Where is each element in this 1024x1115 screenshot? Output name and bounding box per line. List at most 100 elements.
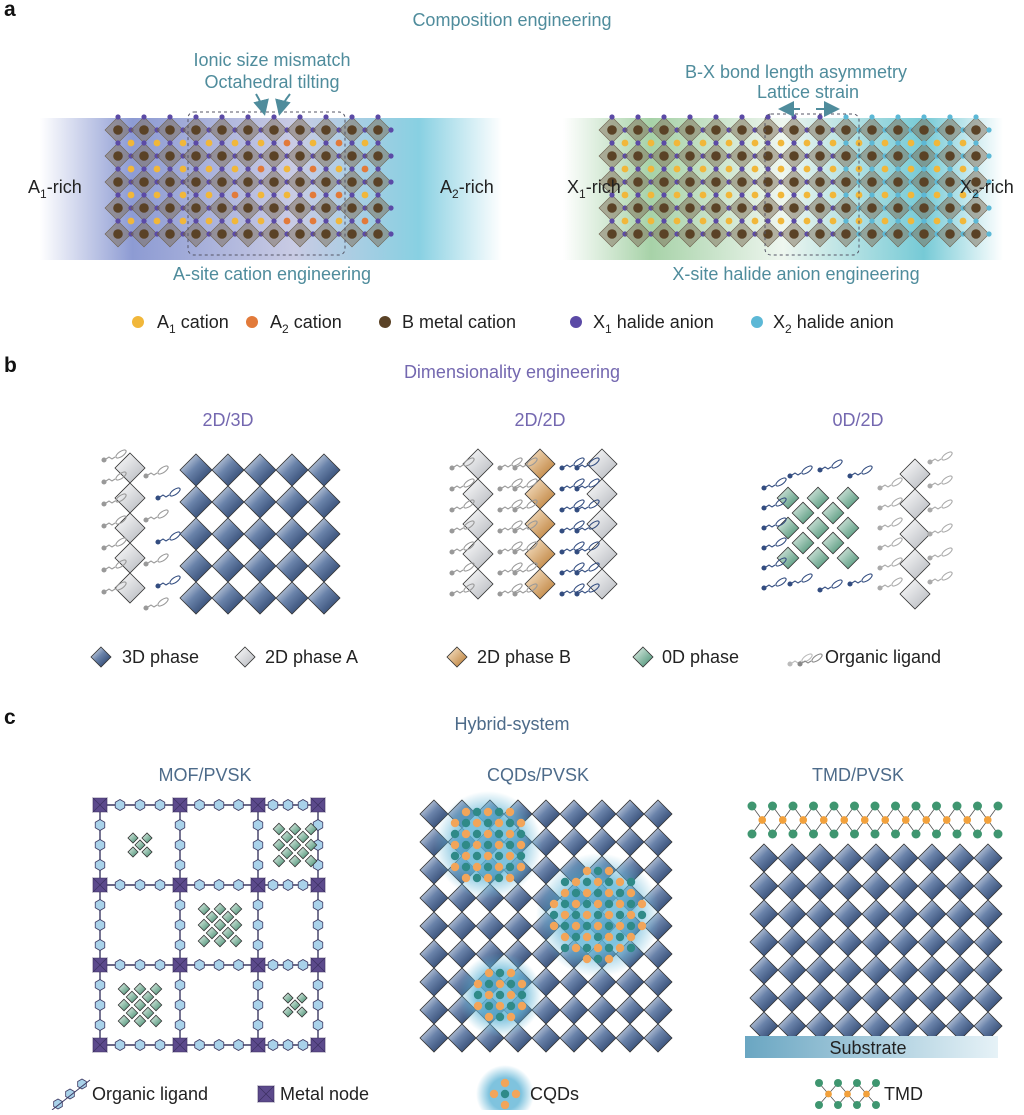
b-cation [789, 203, 799, 213]
organic-ligand [512, 520, 538, 534]
octahedron [861, 843, 891, 873]
b-cation [971, 177, 981, 187]
ligand-head [761, 485, 767, 491]
ligand-tail [573, 520, 585, 530]
ligand-chain [765, 524, 776, 528]
a-cation [335, 217, 343, 225]
octahedron [587, 1023, 617, 1053]
organic-ligand [312, 1019, 324, 1031]
organic-ligand [312, 899, 324, 911]
octahedron [289, 999, 301, 1011]
label-sub: 2 [785, 322, 792, 336]
b-cation [971, 203, 981, 213]
octahedron [307, 517, 341, 551]
tmd-metal [922, 816, 931, 824]
caption: X-site halide anion engineering [672, 264, 919, 284]
metal-node [172, 1037, 188, 1053]
organic-ligand [94, 979, 106, 991]
organic-ligand [297, 879, 309, 891]
tmd-metal [844, 1090, 851, 1098]
legend-label: Organic ligand [825, 647, 941, 667]
x-anion [323, 218, 329, 224]
cqd-atom [604, 866, 614, 876]
ligand-head [512, 486, 518, 492]
cqd-atom [560, 899, 570, 909]
ligand-head [449, 465, 455, 471]
cqd-atom [494, 807, 504, 817]
tmd-metal [819, 816, 828, 824]
a-cation [829, 139, 837, 147]
a-cation [179, 217, 187, 225]
b-cation [165, 177, 175, 187]
octahedron [179, 453, 213, 487]
cqd-atom [615, 932, 625, 942]
organic-ligand [877, 537, 903, 551]
region-label: X2-rich [960, 177, 1014, 201]
cqd-atom [489, 1089, 499, 1099]
b-cation [737, 229, 747, 239]
ligand-chain [765, 564, 776, 568]
octahedron [806, 486, 830, 510]
b-cation [789, 177, 799, 187]
cqd-atom [604, 954, 614, 964]
ligand-head [787, 581, 793, 587]
octahedron [776, 516, 800, 540]
organic-ligand [574, 499, 600, 513]
a-cation [361, 217, 369, 225]
label-text: X [773, 312, 785, 332]
ligand-tail [891, 537, 903, 547]
organic-ligand [94, 939, 106, 951]
octahedron [889, 927, 919, 957]
tmd-metal [799, 816, 808, 824]
ligand-chain [501, 590, 512, 594]
a-cation [647, 191, 655, 199]
b-cation [893, 203, 903, 213]
a-cation [205, 165, 213, 173]
x-anion [609, 218, 615, 224]
organic-ligand [101, 493, 127, 507]
a-cation [881, 139, 889, 147]
b-cation [633, 229, 643, 239]
octahedron [899, 548, 931, 580]
b-cation [867, 151, 877, 161]
ligand-head [877, 485, 883, 491]
ligand-chain [881, 504, 892, 508]
x-anion [921, 192, 927, 198]
octahedron [821, 531, 845, 555]
scheme-title: 2D/3D [202, 410, 253, 430]
caption: A-site cation engineering [173, 264, 371, 284]
tmd-chalcogen [872, 1101, 880, 1109]
cqd-atom [483, 873, 493, 883]
ligand-tail [169, 531, 181, 541]
x-anion [167, 218, 173, 224]
a-cation [361, 139, 369, 147]
ligand-tail [573, 478, 585, 488]
a-cation [257, 217, 265, 225]
a-cation [127, 165, 135, 173]
b-cation [243, 177, 253, 187]
x-anion [271, 192, 277, 198]
octahedron [221, 910, 235, 924]
organic-ligand [282, 799, 294, 811]
a-cation [647, 165, 655, 173]
cqd-atom [604, 921, 614, 931]
b-cation [919, 151, 929, 161]
x-anion [167, 114, 173, 120]
octahedron [296, 830, 310, 844]
label-sub: 1 [40, 187, 47, 201]
scheme-title: MOF/PVSK [158, 765, 251, 785]
cqd-atom [571, 877, 581, 887]
b-cation [945, 151, 955, 161]
x-anion [921, 140, 927, 146]
octahedron [296, 846, 310, 860]
ligand-chain [578, 506, 589, 510]
octahedron [945, 983, 975, 1013]
a-cation [881, 191, 889, 199]
cqd-atom [582, 877, 592, 887]
ligand-head [574, 465, 580, 471]
a-cation [699, 191, 707, 199]
octahedron [791, 531, 815, 555]
octahedron [889, 899, 919, 929]
tmd-chalcogen [891, 829, 900, 839]
x-anion [349, 140, 355, 146]
